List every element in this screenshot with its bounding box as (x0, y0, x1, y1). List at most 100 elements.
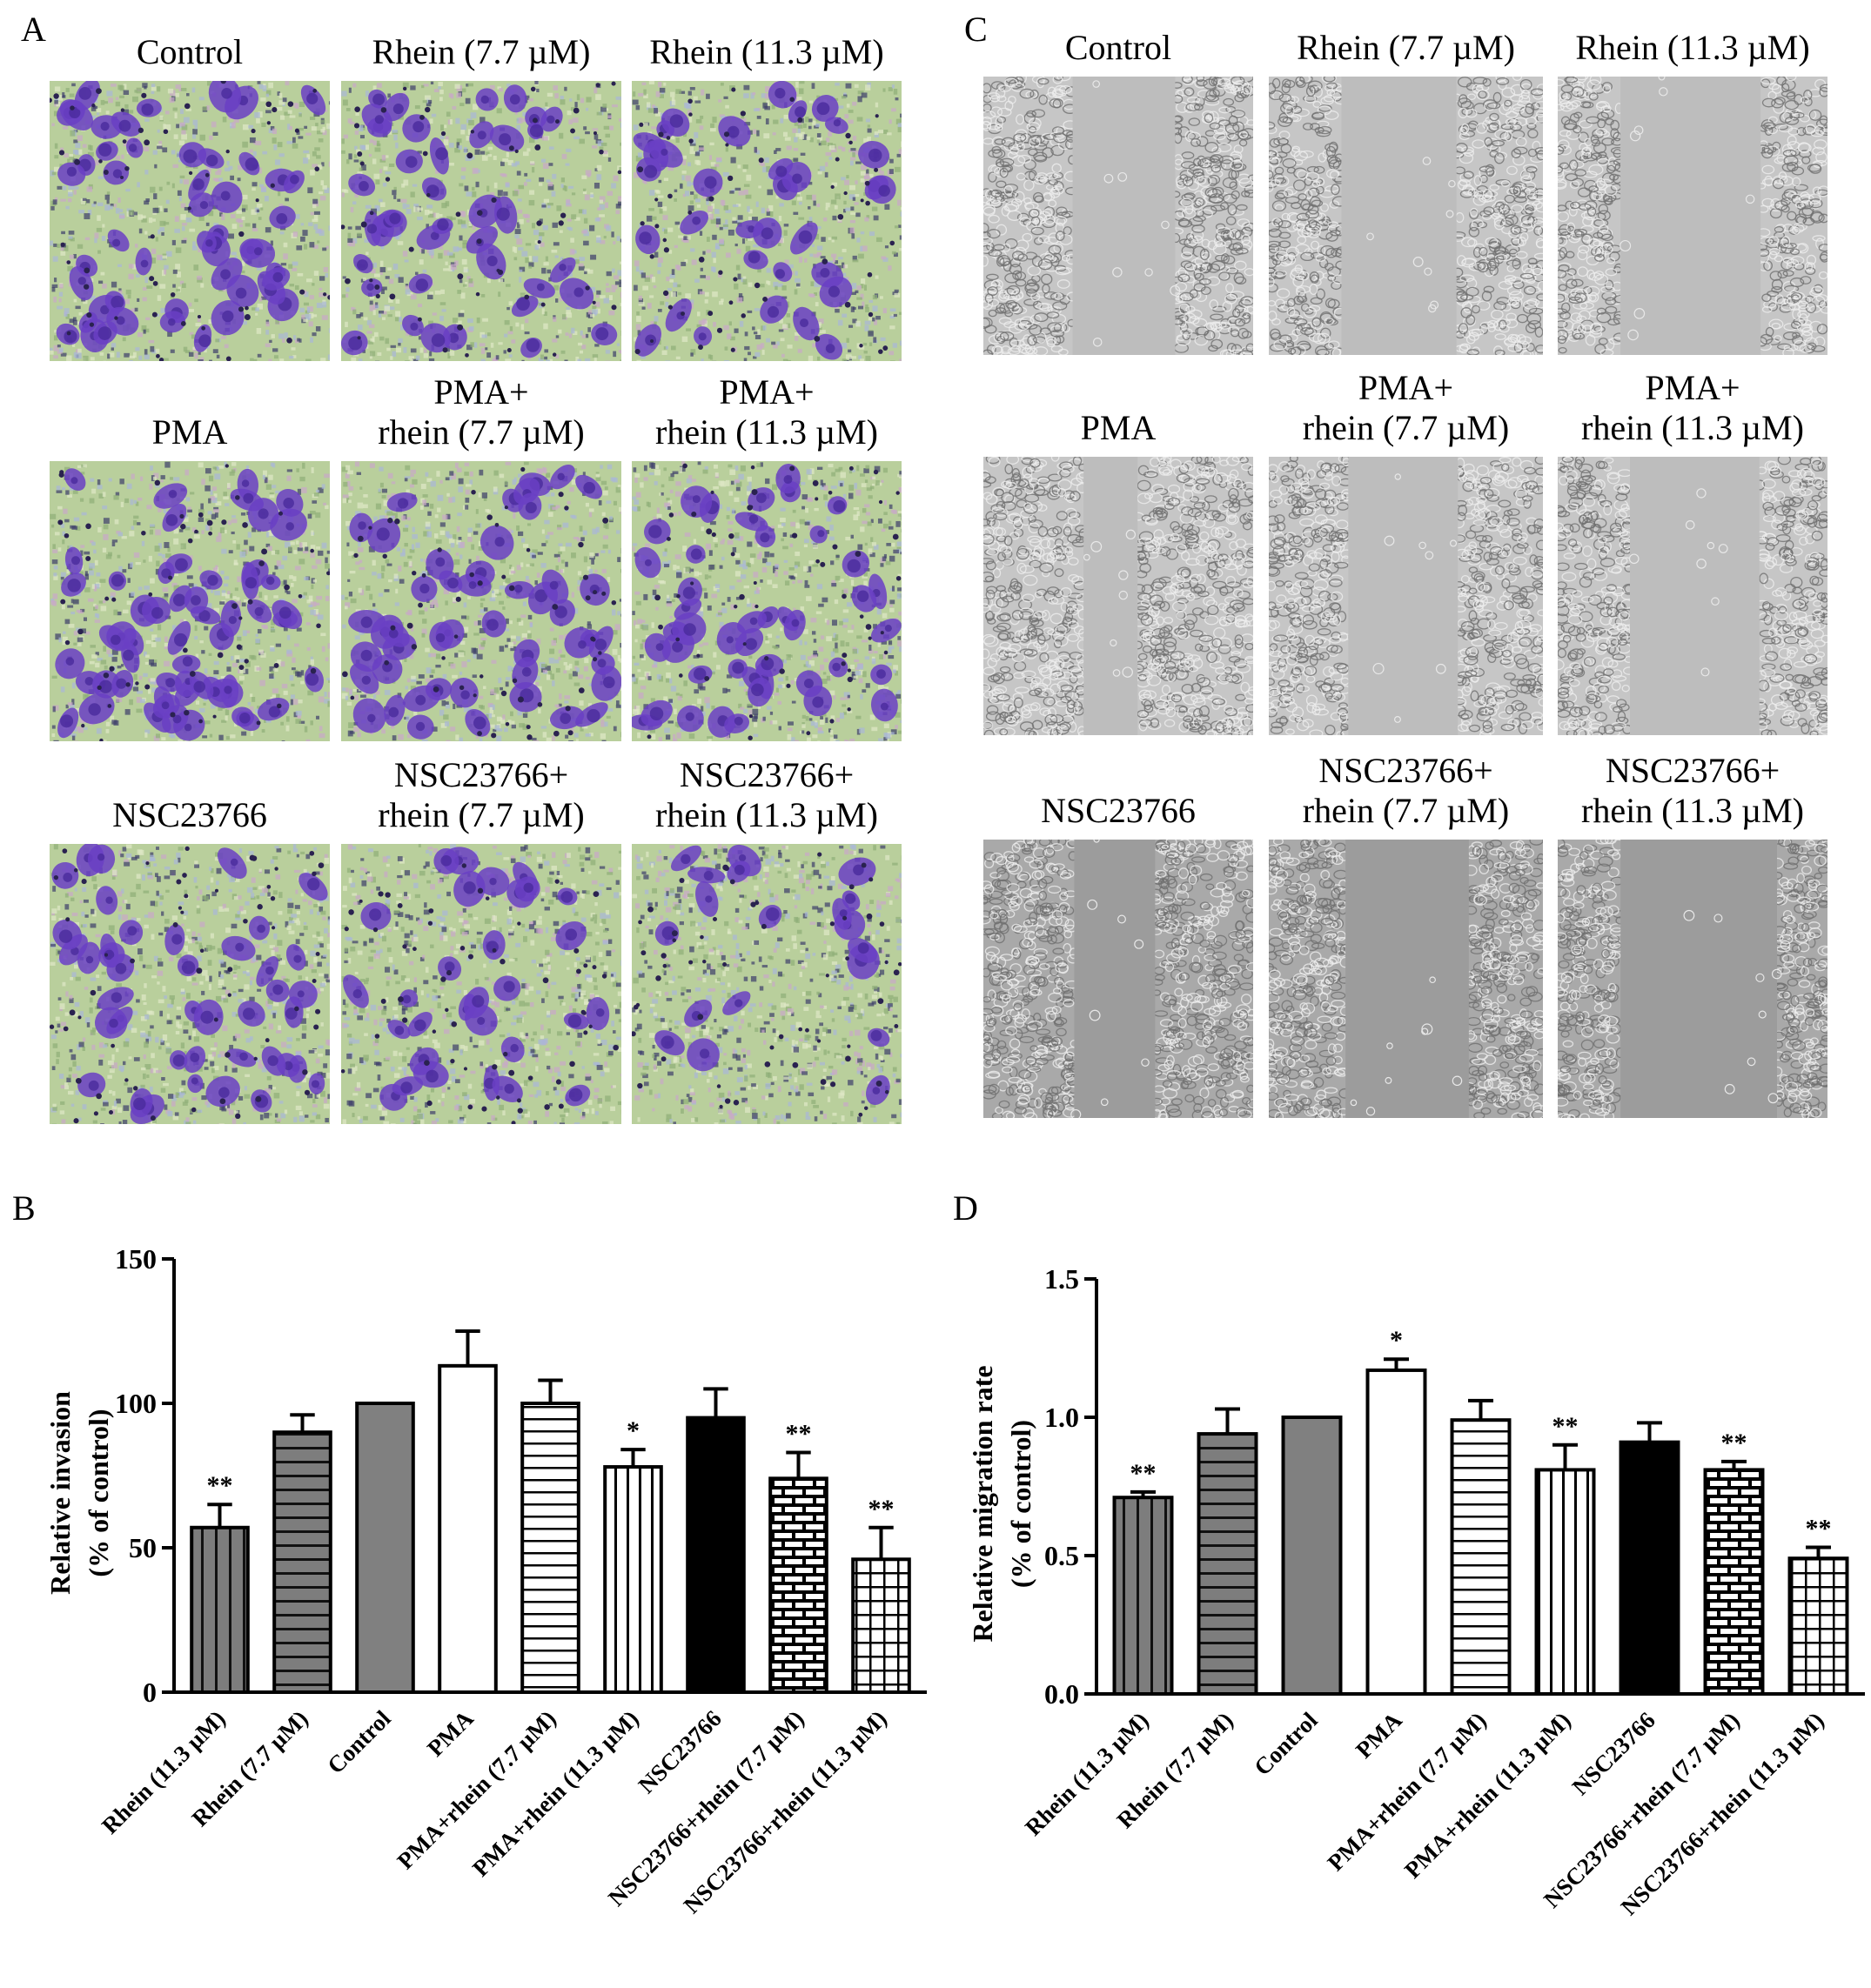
micrograph-caption-line: rhein (11.3 µM) (655, 795, 878, 834)
micrograph-caption-line: PMA (1080, 408, 1157, 447)
y-tick-label: 150 (115, 1243, 157, 1275)
micrograph-image (50, 81, 330, 361)
x-tick-label: PMA (1351, 1707, 1407, 1764)
bar (603, 1465, 663, 1694)
y-axis-label-line: (% of control) (83, 1409, 114, 1576)
micrograph-caption-line: rhein (11.3 µM) (1581, 408, 1804, 447)
x-tick-label: PMA+rhein (11.3 µM) (1399, 1707, 1576, 1884)
bar (1112, 1496, 1174, 1696)
relative-migration-bar-chart: 0.0 0.5 1.0 1.5 Relative migration rate (% of… (967, 1263, 1865, 1920)
micrograph-caption-line: PMA+ (1358, 368, 1454, 407)
x-tick-label: PMA (422, 1705, 479, 1762)
significance-marker: ** (1130, 1459, 1157, 1488)
micrograph-caption-line: rhein (7.7 µM) (378, 412, 585, 452)
y-axis-label-line: Relative migration rate (967, 1365, 998, 1642)
micrograph-image (341, 461, 621, 741)
micrograph-caption-line: rhein (7.7 µM) (1302, 408, 1510, 447)
micrograph-caption-line: PMA+ (1645, 368, 1740, 407)
micrograph-caption: PMA+ rhein (7.7 µM) (1269, 368, 1543, 448)
y-tick-label: 0.0 (1044, 1678, 1079, 1710)
micrograph-image (1269, 840, 1543, 1118)
micrograph-image (632, 81, 902, 361)
significance-marker: ** (207, 1471, 233, 1500)
bar (1534, 1468, 1596, 1696)
micrograph-image (1558, 840, 1827, 1118)
micrograph-image (1269, 457, 1543, 735)
x-tick-label: Control (1249, 1707, 1323, 1781)
micrograph-caption-line: Control (1064, 28, 1172, 67)
micrograph-caption: NSC23766+ rhein (7.7 µM) (341, 755, 621, 835)
bar (768, 1476, 828, 1694)
bar (851, 1557, 911, 1694)
x-tick-label: Control (322, 1705, 396, 1779)
bar (1787, 1556, 1849, 1696)
significance-marker: * (627, 1416, 640, 1445)
micrograph-caption: NSC23766 (50, 795, 330, 835)
micrograph-caption-line: Control (136, 32, 244, 71)
bar (1450, 1418, 1512, 1696)
micrograph-caption-line: Rhein (7.7 µM) (372, 32, 591, 71)
bar (1281, 1416, 1343, 1696)
micrograph-image (50, 461, 330, 741)
x-tick-label: PMA+rhein (7.7 µM) (392, 1705, 561, 1874)
micrograph-caption: NSC23766+ rhein (11.3 µM) (632, 755, 902, 835)
micrograph-image (341, 81, 621, 361)
y-axis-label: Relative migration rate (% of control) (967, 1365, 1036, 1642)
micrograph-image (632, 844, 902, 1124)
micrograph-caption: NSC23766+ rhein (7.7 µM) (1269, 751, 1543, 831)
micrograph-image (1269, 77, 1543, 355)
y-axis-label: Relative invasion (% of control) (44, 1391, 114, 1595)
micrograph-image (983, 840, 1253, 1118)
micrograph-caption-line: Rhein (11.3 µM) (1575, 28, 1810, 67)
micrograph-caption-line: rhein (7.7 µM) (378, 795, 585, 834)
micrograph-image (50, 844, 330, 1124)
micrograph-caption-line: Rhein (11.3 µM) (649, 32, 884, 71)
micrograph-caption-line: NSC23766 (112, 795, 267, 834)
bar (1197, 1432, 1258, 1697)
micrograph-caption-line: NSC23766 (1041, 791, 1196, 830)
micrograph-caption-line: NSC23766+ (679, 755, 855, 794)
panel-letter-d: D (953, 1188, 978, 1228)
y-tick-label: 100 (115, 1388, 157, 1419)
micrograph-image (1558, 77, 1827, 355)
y-axis-label-line: (% of control) (1005, 1420, 1036, 1588)
micrograph-caption-line: PMA+ (433, 372, 529, 412)
micrograph-caption: Rhein (11.3 µM) (632, 32, 902, 72)
micrograph-caption-line: Rhein (7.7 µM) (1297, 28, 1515, 67)
micrograph-caption: PMA+ rhein (11.3 µM) (632, 372, 902, 452)
micrograph-caption-line: NSC23766+ (1605, 751, 1780, 790)
micrograph-caption-line: PMA+ (719, 372, 815, 412)
micrograph-caption-line: NSC23766+ (393, 755, 569, 794)
micrograph-caption: PMA+ rhein (7.7 µM) (341, 372, 621, 452)
significance-marker: ** (786, 1419, 812, 1448)
micrograph-caption: PMA (983, 408, 1253, 448)
bar (272, 1430, 332, 1694)
micrograph-caption: Control (983, 28, 1253, 68)
bar (1703, 1468, 1765, 1696)
micrograph-caption-line: rhein (11.3 µM) (1581, 791, 1804, 830)
micrograph-image (341, 844, 621, 1124)
micrograph-caption-line: rhein (7.7 µM) (1302, 791, 1510, 830)
bar (520, 1402, 580, 1694)
y-tick-label: 0 (143, 1677, 157, 1708)
micrograph-caption: Rhein (7.7 µM) (341, 32, 621, 72)
relative-invasion-bar-chart: 0 50 100 150 Relative invasion (% of control)… (44, 1243, 927, 1918)
panel-letter-b: B (12, 1188, 36, 1228)
bar (686, 1416, 746, 1694)
significance-marker: ** (1806, 1514, 1832, 1543)
significance-marker: * (1390, 1326, 1403, 1355)
x-tick-label: PMA+rhein (11.3 µM) (467, 1705, 644, 1882)
micrograph-caption-line: PMA (151, 412, 228, 452)
significance-marker: ** (1552, 1412, 1579, 1441)
micrograph-image (983, 457, 1253, 735)
bar (355, 1402, 415, 1694)
panel-letter-a: A (21, 10, 46, 49)
micrograph-image (1558, 457, 1827, 735)
micrograph-caption: Rhein (7.7 µM) (1269, 28, 1543, 68)
micrograph-caption-line: NSC23766+ (1318, 751, 1493, 790)
y-tick-label: 1.5 (1044, 1263, 1079, 1295)
micrograph-caption: Control (50, 32, 330, 72)
micrograph-image (632, 461, 902, 741)
y-tick-label: 0.5 (1044, 1540, 1079, 1571)
bar (1619, 1440, 1680, 1696)
